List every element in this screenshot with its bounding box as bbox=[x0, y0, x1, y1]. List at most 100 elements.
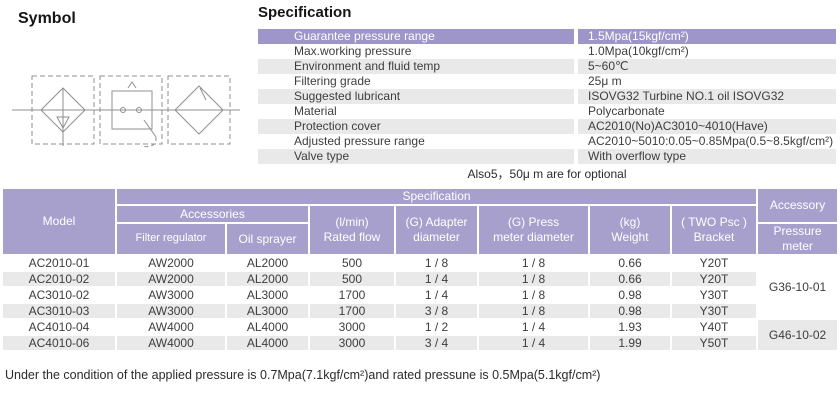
weight-cell: 0.66 bbox=[589, 271, 671, 287]
spec-row: Guarantee pressure range 1.5Mpa(15kgf/cm… bbox=[258, 29, 836, 44]
specification-table: Guarantee pressure range 1.5Mpa(15kgf/cm… bbox=[258, 29, 836, 164]
press-meter-diameter-cell: 1 / 8 bbox=[478, 303, 589, 319]
table-row: AC4010-04 AW4000 AL4000 3000 1 / 2 1 / 4… bbox=[2, 319, 839, 351]
weight-cell: 0.98 bbox=[589, 287, 671, 303]
rated-flow-cell: 1700 bbox=[309, 303, 395, 319]
bracket-cell: Y40T bbox=[671, 319, 758, 335]
bracket-cell: Y20T bbox=[671, 255, 758, 271]
spec-label: Protection cover bbox=[258, 119, 578, 134]
model-cell: AC3010-03 bbox=[2, 303, 116, 319]
symbol-section-title: Symbol bbox=[18, 10, 76, 27]
model-cell: AC4010-04 bbox=[2, 319, 116, 335]
press-meter-diameter-cell: 1 / 8 bbox=[478, 255, 589, 271]
col-header-accessories: Accessories bbox=[116, 205, 309, 223]
col-header-filter-regulator: Filter regulator bbox=[116, 223, 226, 255]
oil-sprayer-cell: AL2000 bbox=[226, 271, 309, 287]
bracket-cell: Y30T bbox=[671, 287, 758, 303]
adapter-diameter-cell: 1 / 8 bbox=[395, 255, 478, 271]
spec-value: 5~60℃ bbox=[578, 59, 836, 74]
spec-label: Filtering grade bbox=[258, 74, 578, 89]
oil-sprayer-cell: AL3000 bbox=[226, 287, 309, 303]
pressure-meter-cell: G46-10-02 bbox=[757, 319, 839, 351]
spec-value: 25μ m bbox=[588, 74, 622, 88]
col-header-accessory: Accessory bbox=[757, 188, 839, 223]
pneumatic-symbol-diagram bbox=[12, 75, 240, 148]
table-row: AC3010-02 AW3000 AL3000 1700 1 / 4 1 / 8… bbox=[2, 287, 838, 303]
spec-value: AC2010(No)AC3010~4010(Have) bbox=[578, 119, 836, 134]
col-header-pressure-meter: Pressure meter bbox=[757, 223, 839, 255]
col-header-adapter-diameter: (G) Adapter diameter bbox=[395, 205, 478, 255]
spec-value: Polycarbonate bbox=[588, 104, 665, 118]
spec-value: 1.0Mpa(10kgf/cm²) bbox=[588, 44, 689, 58]
spec-label: Material bbox=[258, 104, 578, 119]
spec-label: Max.working pressure bbox=[258, 44, 578, 59]
bracket-cell: Y20T bbox=[671, 271, 758, 287]
spec-row: Protection cover AC2010(No)AC3010~4010(H… bbox=[258, 119, 836, 134]
press-meter-diameter-cell: 1 / 4 bbox=[478, 319, 589, 335]
oil-sprayer-cell: AL4000 bbox=[226, 319, 309, 335]
specification-section-title: Specification bbox=[258, 4, 352, 21]
bracket-cell: Y50T bbox=[671, 335, 758, 351]
model-cell: AC4010-06 bbox=[2, 335, 116, 351]
col-header-model: Model bbox=[2, 188, 116, 255]
table-row: AC3010-03 AW3000 AL3000 1700 3 / 8 1 / 8… bbox=[2, 303, 838, 319]
pressure-meter-cell: G36-10-01 bbox=[757, 255, 839, 319]
model-cell: AC2010-02 bbox=[2, 271, 116, 287]
col-header-specification: Specification bbox=[116, 188, 758, 205]
spec-row: Adjusted pressure range AC2010~5010:0.05… bbox=[258, 134, 836, 149]
spec-row: Max.working pressure 1.0Mpa(10kgf/cm²) bbox=[258, 44, 836, 59]
weight-cell: 1.99 bbox=[589, 335, 671, 351]
table-row: AC2010-02 AW2000 AL2000 500 1 / 4 1 / 8 … bbox=[2, 271, 838, 287]
model-cell: AC2010-01 bbox=[2, 255, 116, 271]
spec-row: Valve type With overflow type bbox=[258, 149, 836, 164]
spec-value: With overflow type bbox=[578, 149, 836, 164]
spec-value: ISOVG32 Turbine NO.1 oil ISOVG32 bbox=[578, 89, 836, 104]
spec-row: Material Polycarbonate bbox=[258, 104, 836, 119]
adapter-diameter-cell: 3 / 8 bbox=[395, 303, 478, 319]
spec-label: Guarantee pressure range bbox=[258, 29, 578, 44]
oil-sprayer-cell: AL3000 bbox=[226, 303, 309, 319]
press-meter-diameter-cell: 1 / 8 bbox=[478, 287, 589, 303]
col-header-oil-sprayer: Oil sprayer bbox=[226, 223, 309, 255]
filter-regulator-cell: AW2000 bbox=[116, 271, 226, 287]
spec-label: Valve type bbox=[258, 149, 578, 164]
filter-symbol bbox=[31, 75, 95, 146]
spec-value: AC2010~5010:0.05~0.85Mpa(0.5~8.5kgf/cm²) bbox=[588, 134, 834, 148]
table-row: AC2010-01 AW2000 AL2000 500 1 / 8 1 / 8 … bbox=[2, 255, 839, 319]
filter-regulator-cell: AW3000 bbox=[116, 287, 226, 303]
weight-cell: 0.98 bbox=[589, 303, 671, 319]
spec-label: Suggested lubricant bbox=[258, 89, 578, 104]
weight-cell: 1.93 bbox=[589, 319, 671, 335]
col-header-weight: (kg) Weight bbox=[589, 205, 671, 255]
oil-sprayer-cell: AL4000 bbox=[226, 335, 309, 351]
rated-flow-cell: 500 bbox=[309, 271, 395, 287]
weight-cell: 0.66 bbox=[589, 255, 671, 271]
adapter-diameter-cell: 3 / 4 bbox=[395, 335, 478, 351]
rated-flow-cell: 1700 bbox=[309, 287, 395, 303]
col-header-bracket: ( TWO Psc ) Bracket bbox=[671, 205, 758, 255]
col-header-rated-flow: (l/min) Rated flow bbox=[309, 205, 395, 255]
filter-regulator-cell: AW2000 bbox=[116, 255, 226, 271]
table-row: AC4010-06 AW4000 AL4000 3000 3 / 4 1 / 4… bbox=[2, 335, 838, 351]
adapter-diameter-cell: 1 / 4 bbox=[395, 287, 478, 303]
press-meter-diameter-cell: 1 / 4 bbox=[478, 335, 589, 351]
filter-regulator-cell: AW4000 bbox=[116, 319, 226, 335]
spec-row: Environment and fluid temp 5~60℃ bbox=[258, 59, 836, 74]
rated-flow-cell: 3000 bbox=[309, 319, 395, 335]
model-cell: AC3010-02 bbox=[2, 287, 116, 303]
spec-row: Suggested lubricant ISOVG32 Turbine NO.1… bbox=[258, 89, 836, 104]
adapter-diameter-cell: 1 / 2 bbox=[395, 319, 478, 335]
footer-condition-note: Under the condition of the applied press… bbox=[5, 368, 601, 382]
oil-sprayer-cell: AL2000 bbox=[226, 255, 309, 271]
spec-optional-note: Also5，50μ m are for optional bbox=[467, 167, 627, 181]
lubricator-symbol bbox=[167, 75, 231, 145]
col-header-press-meter-diameter: (G) Press meter diameter bbox=[478, 205, 589, 255]
spec-value: 1.5Mpa(15kgf/cm²) bbox=[578, 29, 836, 44]
regulator-symbol bbox=[99, 75, 163, 148]
rated-flow-cell: 500 bbox=[309, 255, 395, 271]
spec-row: Filtering grade 25μ m bbox=[258, 74, 836, 89]
filter-regulator-cell: AW3000 bbox=[116, 303, 226, 319]
filter-regulator-cell: AW4000 bbox=[116, 335, 226, 351]
adapter-diameter-cell: 1 / 4 bbox=[395, 271, 478, 287]
spec-label: Adjusted pressure range bbox=[258, 134, 578, 149]
